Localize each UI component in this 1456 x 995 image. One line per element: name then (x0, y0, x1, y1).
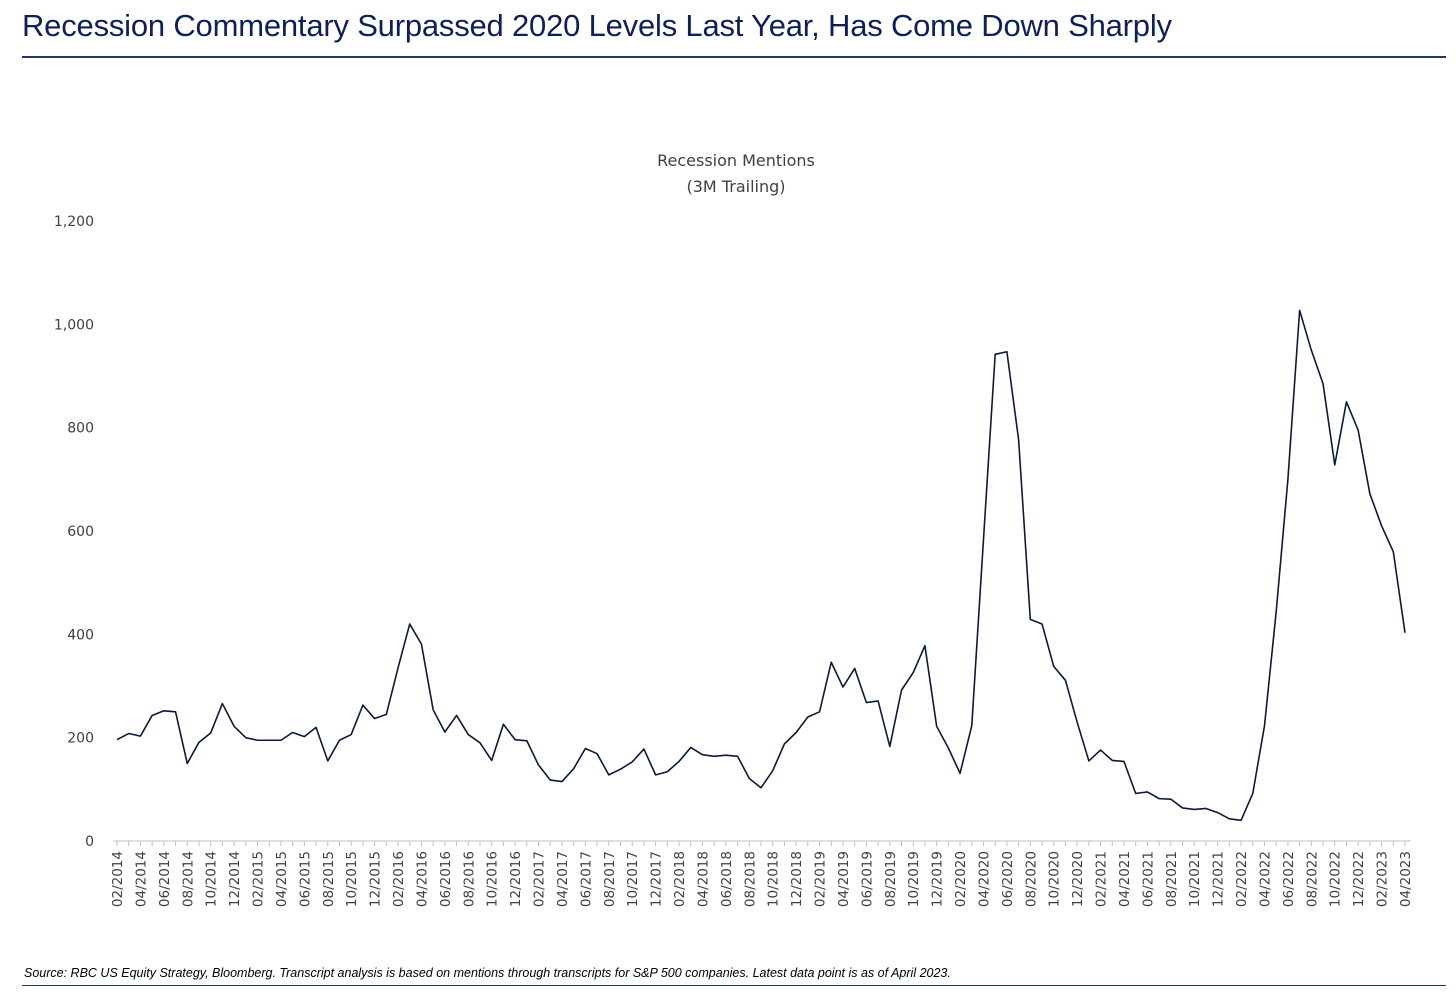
y-tick-label: 800 (67, 421, 94, 437)
title-divider (22, 56, 1446, 58)
x-tick-label: 06/2018 (719, 851, 735, 907)
x-tick-label: 08/2014 (180, 851, 196, 907)
y-axis: 0 200 400 600 800 1,000 1,200 (54, 214, 94, 850)
x-tick-label: 08/2022 (1304, 851, 1320, 907)
x-tick-label: 02/2017 (532, 851, 548, 907)
x-tick-label: 08/2015 (321, 851, 337, 907)
x-tick-label: 04/2018 (695, 851, 711, 907)
x-tick-label: 02/2015 (251, 851, 267, 907)
series-layer (116, 309, 1406, 822)
x-tick-label: 12/2021 (1211, 851, 1227, 907)
x-tick-label: 04/2015 (274, 851, 290, 907)
x-tick-label: 12/2015 (368, 851, 384, 907)
series-line-recession-mentions (116, 309, 1406, 822)
x-tick-label: 02/2014 (110, 851, 126, 907)
chart-title: Recession Mentions (657, 151, 815, 170)
x-tick-label: 04/2020 (976, 851, 992, 907)
chart-subtitle: (3M Trailing) (687, 177, 786, 196)
x-tick-label: 10/2022 (1328, 851, 1344, 907)
x-tick-label: 06/2019 (859, 851, 875, 907)
y-tick-label: 200 (67, 731, 94, 747)
x-tick-label: 06/2022 (1281, 851, 1297, 907)
x-tick-label: 02/2020 (953, 851, 969, 907)
x-tick-label: 06/2015 (297, 851, 313, 907)
x-tick-label: 06/2014 (157, 851, 173, 907)
x-tick-label: 08/2018 (742, 851, 758, 907)
x-tick-label: 10/2018 (766, 851, 782, 907)
x-tick-label: 12/2014 (227, 851, 243, 907)
x-tick-label: 08/2021 (1164, 851, 1180, 907)
x-tick-label: 10/2014 (204, 851, 220, 907)
x-tick-label: 04/2019 (836, 851, 852, 907)
source-note: Source: RBC US Equity Strategy, Bloomber… (24, 966, 951, 980)
x-tick-label: 10/2020 (1047, 851, 1063, 907)
y-tick-label: 1,200 (54, 214, 94, 230)
x-tick-label: 02/2023 (1375, 851, 1391, 907)
x-tick-label: 04/2017 (555, 851, 571, 907)
x-tick-label: 04/2023 (1398, 851, 1414, 907)
x-tick-label: 06/2020 (1000, 851, 1016, 907)
x-tick-label: 08/2016 (461, 851, 477, 907)
x-tick-label: 12/2017 (649, 851, 665, 907)
x-tick-label: 02/2016 (391, 851, 407, 907)
x-tick-label: 08/2020 (1023, 851, 1039, 907)
x-tick-label: 02/2018 (672, 851, 688, 907)
y-tick-label: 0 (85, 834, 94, 850)
y-tick-label: 400 (67, 627, 94, 643)
x-tick-label: 06/2017 (578, 851, 594, 907)
x-tick-label: 10/2015 (344, 851, 360, 907)
x-tick-label: 12/2022 (1351, 851, 1367, 907)
page-title: Recession Commentary Surpassed 2020 Leve… (22, 8, 1172, 43)
x-tick-label: 06/2016 (438, 851, 454, 907)
x-tick-label: 02/2022 (1234, 851, 1250, 907)
x-tick-label: 02/2021 (1094, 851, 1110, 907)
y-tick-label: 1,000 (54, 317, 94, 333)
footer-divider (22, 985, 1446, 986)
recession-mentions-chart: Recession Mentions (3M Trailing) 0 200 400… (54, 151, 1414, 907)
x-tick-label: 04/2021 (1117, 851, 1133, 907)
x-tick-label: 12/2019 (930, 851, 946, 907)
x-tick-label: 02/2019 (813, 851, 829, 907)
y-tick-label: 600 (67, 524, 94, 540)
x-tick-label: 12/2018 (789, 851, 805, 907)
x-tick-label: 08/2017 (602, 851, 618, 907)
x-tick-label: 12/2020 (1070, 851, 1086, 907)
x-tick-label: 08/2019 (883, 851, 899, 907)
x-tick-label: 06/2021 (1140, 851, 1156, 907)
x-tick-label: 10/2019 (906, 851, 922, 907)
x-tick-label: 12/2016 (508, 851, 524, 907)
x-tick-label: 10/2017 (625, 851, 641, 907)
x-tick-label: 10/2016 (485, 851, 501, 907)
x-axis: 02/2014 04/2014 06/2014 08/2014 10/2014 12/20… (110, 840, 1414, 907)
x-tick-label: 04/2014 (133, 851, 149, 907)
x-tick-label: 10/2021 (1187, 851, 1203, 907)
x-tick-label: 04/2022 (1257, 851, 1273, 907)
x-tick-label: 04/2016 (414, 851, 430, 907)
